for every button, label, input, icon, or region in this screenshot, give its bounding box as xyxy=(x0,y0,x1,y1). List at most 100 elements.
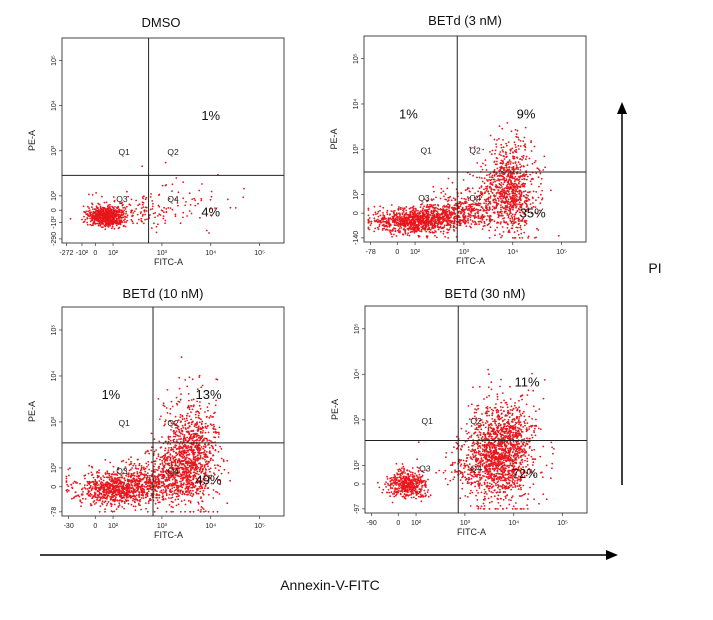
scatter-point xyxy=(212,447,215,449)
scatter-point xyxy=(406,214,409,216)
scatter-point xyxy=(413,222,416,225)
scatter-point xyxy=(202,489,205,492)
scatter-point xyxy=(519,169,522,171)
scatter-point xyxy=(488,220,491,222)
scatter-point xyxy=(170,505,173,508)
scatter-point xyxy=(188,460,190,463)
scatter-point xyxy=(137,468,140,470)
scatter-point xyxy=(158,418,161,420)
scatter-point xyxy=(161,496,164,499)
scatter-point xyxy=(426,215,428,218)
scatter-point xyxy=(509,204,512,207)
scatter-point xyxy=(138,483,141,485)
scatter-point xyxy=(175,396,178,399)
scatter-point xyxy=(431,205,433,208)
scatter-point xyxy=(171,208,174,211)
scatter-point xyxy=(440,187,443,190)
scatter-point xyxy=(519,140,522,142)
scatter-point xyxy=(160,491,163,494)
scatter-point xyxy=(513,141,516,144)
scatter-point xyxy=(163,211,165,214)
scatter-point xyxy=(99,218,102,221)
x-tick-label: 10³ xyxy=(157,250,168,257)
scatter-point xyxy=(104,508,106,511)
scatter-point xyxy=(143,466,145,469)
scatter-point xyxy=(507,230,510,233)
scatter-point xyxy=(463,208,466,211)
scatter-point xyxy=(510,161,512,163)
scatter-point xyxy=(212,423,215,426)
scatter-point xyxy=(472,209,475,212)
scatter-point xyxy=(227,198,229,201)
scatter-point xyxy=(138,475,141,477)
scatter-point xyxy=(171,455,174,457)
scatter-point xyxy=(522,190,525,193)
scatter-point xyxy=(88,193,90,196)
scatter-point xyxy=(121,214,123,217)
y-axis-label: PE-A xyxy=(27,130,37,151)
scatter-point xyxy=(451,181,454,184)
scatter-point xyxy=(432,224,435,227)
scatter-point xyxy=(84,487,87,490)
scatter-point xyxy=(200,418,202,421)
scatter-point xyxy=(507,198,510,201)
scatter-point xyxy=(185,428,187,430)
scatter-point xyxy=(515,211,518,214)
scatter-point xyxy=(167,449,170,451)
scatter-point xyxy=(496,157,499,160)
scatter-point xyxy=(180,427,183,430)
scatter-point xyxy=(90,471,93,474)
y-tick-label: 10⁴ xyxy=(51,100,58,111)
scatter-point xyxy=(446,221,449,224)
scatter-point xyxy=(483,188,485,191)
scatter-point xyxy=(145,477,148,479)
quadrant-percent-q1: 1% xyxy=(399,106,418,121)
x-tick-label: 0 xyxy=(93,250,97,257)
scatter-point xyxy=(496,222,498,224)
scatter-point xyxy=(471,203,474,205)
scatter-point xyxy=(433,213,436,216)
scatter-point xyxy=(393,214,396,216)
scatter-point xyxy=(100,478,103,481)
scatter-point xyxy=(161,209,164,212)
scatter-point xyxy=(520,183,523,186)
scatter-point xyxy=(118,226,121,229)
scatter-point xyxy=(96,474,99,477)
scatter-point xyxy=(68,474,70,477)
scatter-point xyxy=(128,483,131,486)
scatter-point xyxy=(432,227,435,230)
scatter-point xyxy=(511,218,514,220)
scatter-point xyxy=(123,206,126,209)
scatter-point xyxy=(480,165,482,168)
scatter-point xyxy=(489,172,492,175)
scatter-point xyxy=(491,174,494,177)
scatter-point xyxy=(162,215,165,218)
scatter-point xyxy=(151,205,154,208)
scatter-point xyxy=(164,462,167,465)
scatter-point xyxy=(149,214,151,216)
scatter-point xyxy=(92,501,95,503)
x-tick-label: -10² xyxy=(76,250,89,257)
scatter-point xyxy=(421,209,424,212)
scatter-point xyxy=(373,205,376,208)
scatter-point xyxy=(501,149,504,152)
scatter-point xyxy=(206,425,209,428)
scatter-point xyxy=(433,222,436,225)
scatter-point xyxy=(109,220,112,223)
scatter-point xyxy=(498,138,500,140)
scatter-point xyxy=(499,162,502,165)
scatter-point xyxy=(93,217,95,219)
scatter-point xyxy=(425,225,428,228)
scatter-point xyxy=(200,497,202,499)
scatter-point xyxy=(104,225,107,228)
scatter-point xyxy=(188,399,190,402)
scatter-point xyxy=(136,489,139,492)
scatter-point xyxy=(124,225,127,228)
scatter-point xyxy=(450,220,452,222)
scatter-point xyxy=(103,221,106,223)
scatter-point xyxy=(503,202,506,204)
scatter-point xyxy=(91,202,93,205)
scatter-point xyxy=(417,209,419,212)
scatter-point xyxy=(110,505,113,508)
scatter-point xyxy=(488,222,491,225)
